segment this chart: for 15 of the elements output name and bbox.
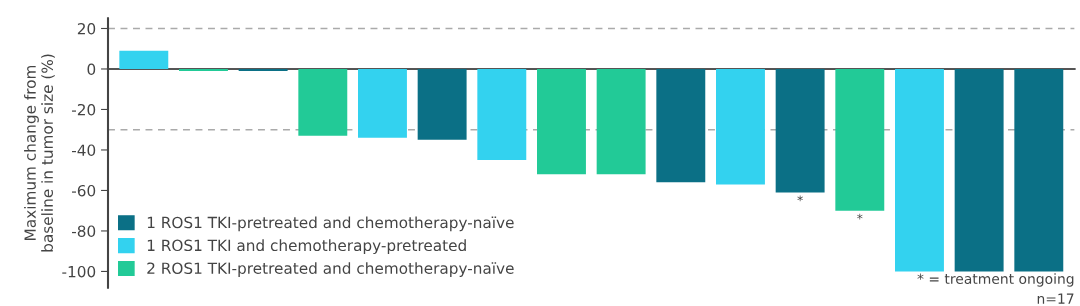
data-label: * — [797, 195, 803, 202]
y-tick-label: -40 — [71, 144, 96, 156]
y-tick-label: -100 — [62, 265, 96, 278]
data-label: * — [857, 213, 863, 220]
y-tick-label: 0 — [87, 63, 96, 75]
y-axis-title: Maximum change from baseline in tumor size (%) — [24, 54, 55, 252]
legend-label: 2 ROS1 TKI-pretreated and chemotherapy-naïve — [147, 262, 514, 277]
y-tick-label: -20 — [71, 103, 96, 116]
legend-label: 1 ROS1 TKI-pretreated and chemotherapy-naïve — [147, 216, 514, 232]
annotation: * = treatment ongoing — [917, 273, 1074, 287]
y-tick-label: -80 — [71, 225, 96, 237]
y-tick-label: -60 — [71, 184, 96, 197]
legend-label: 1 ROS1 TKI and chemotherapy-pretreated — [147, 239, 466, 255]
text: n=17 — [1037, 293, 1074, 304]
y-tick-label: 20 — [77, 22, 96, 35]
